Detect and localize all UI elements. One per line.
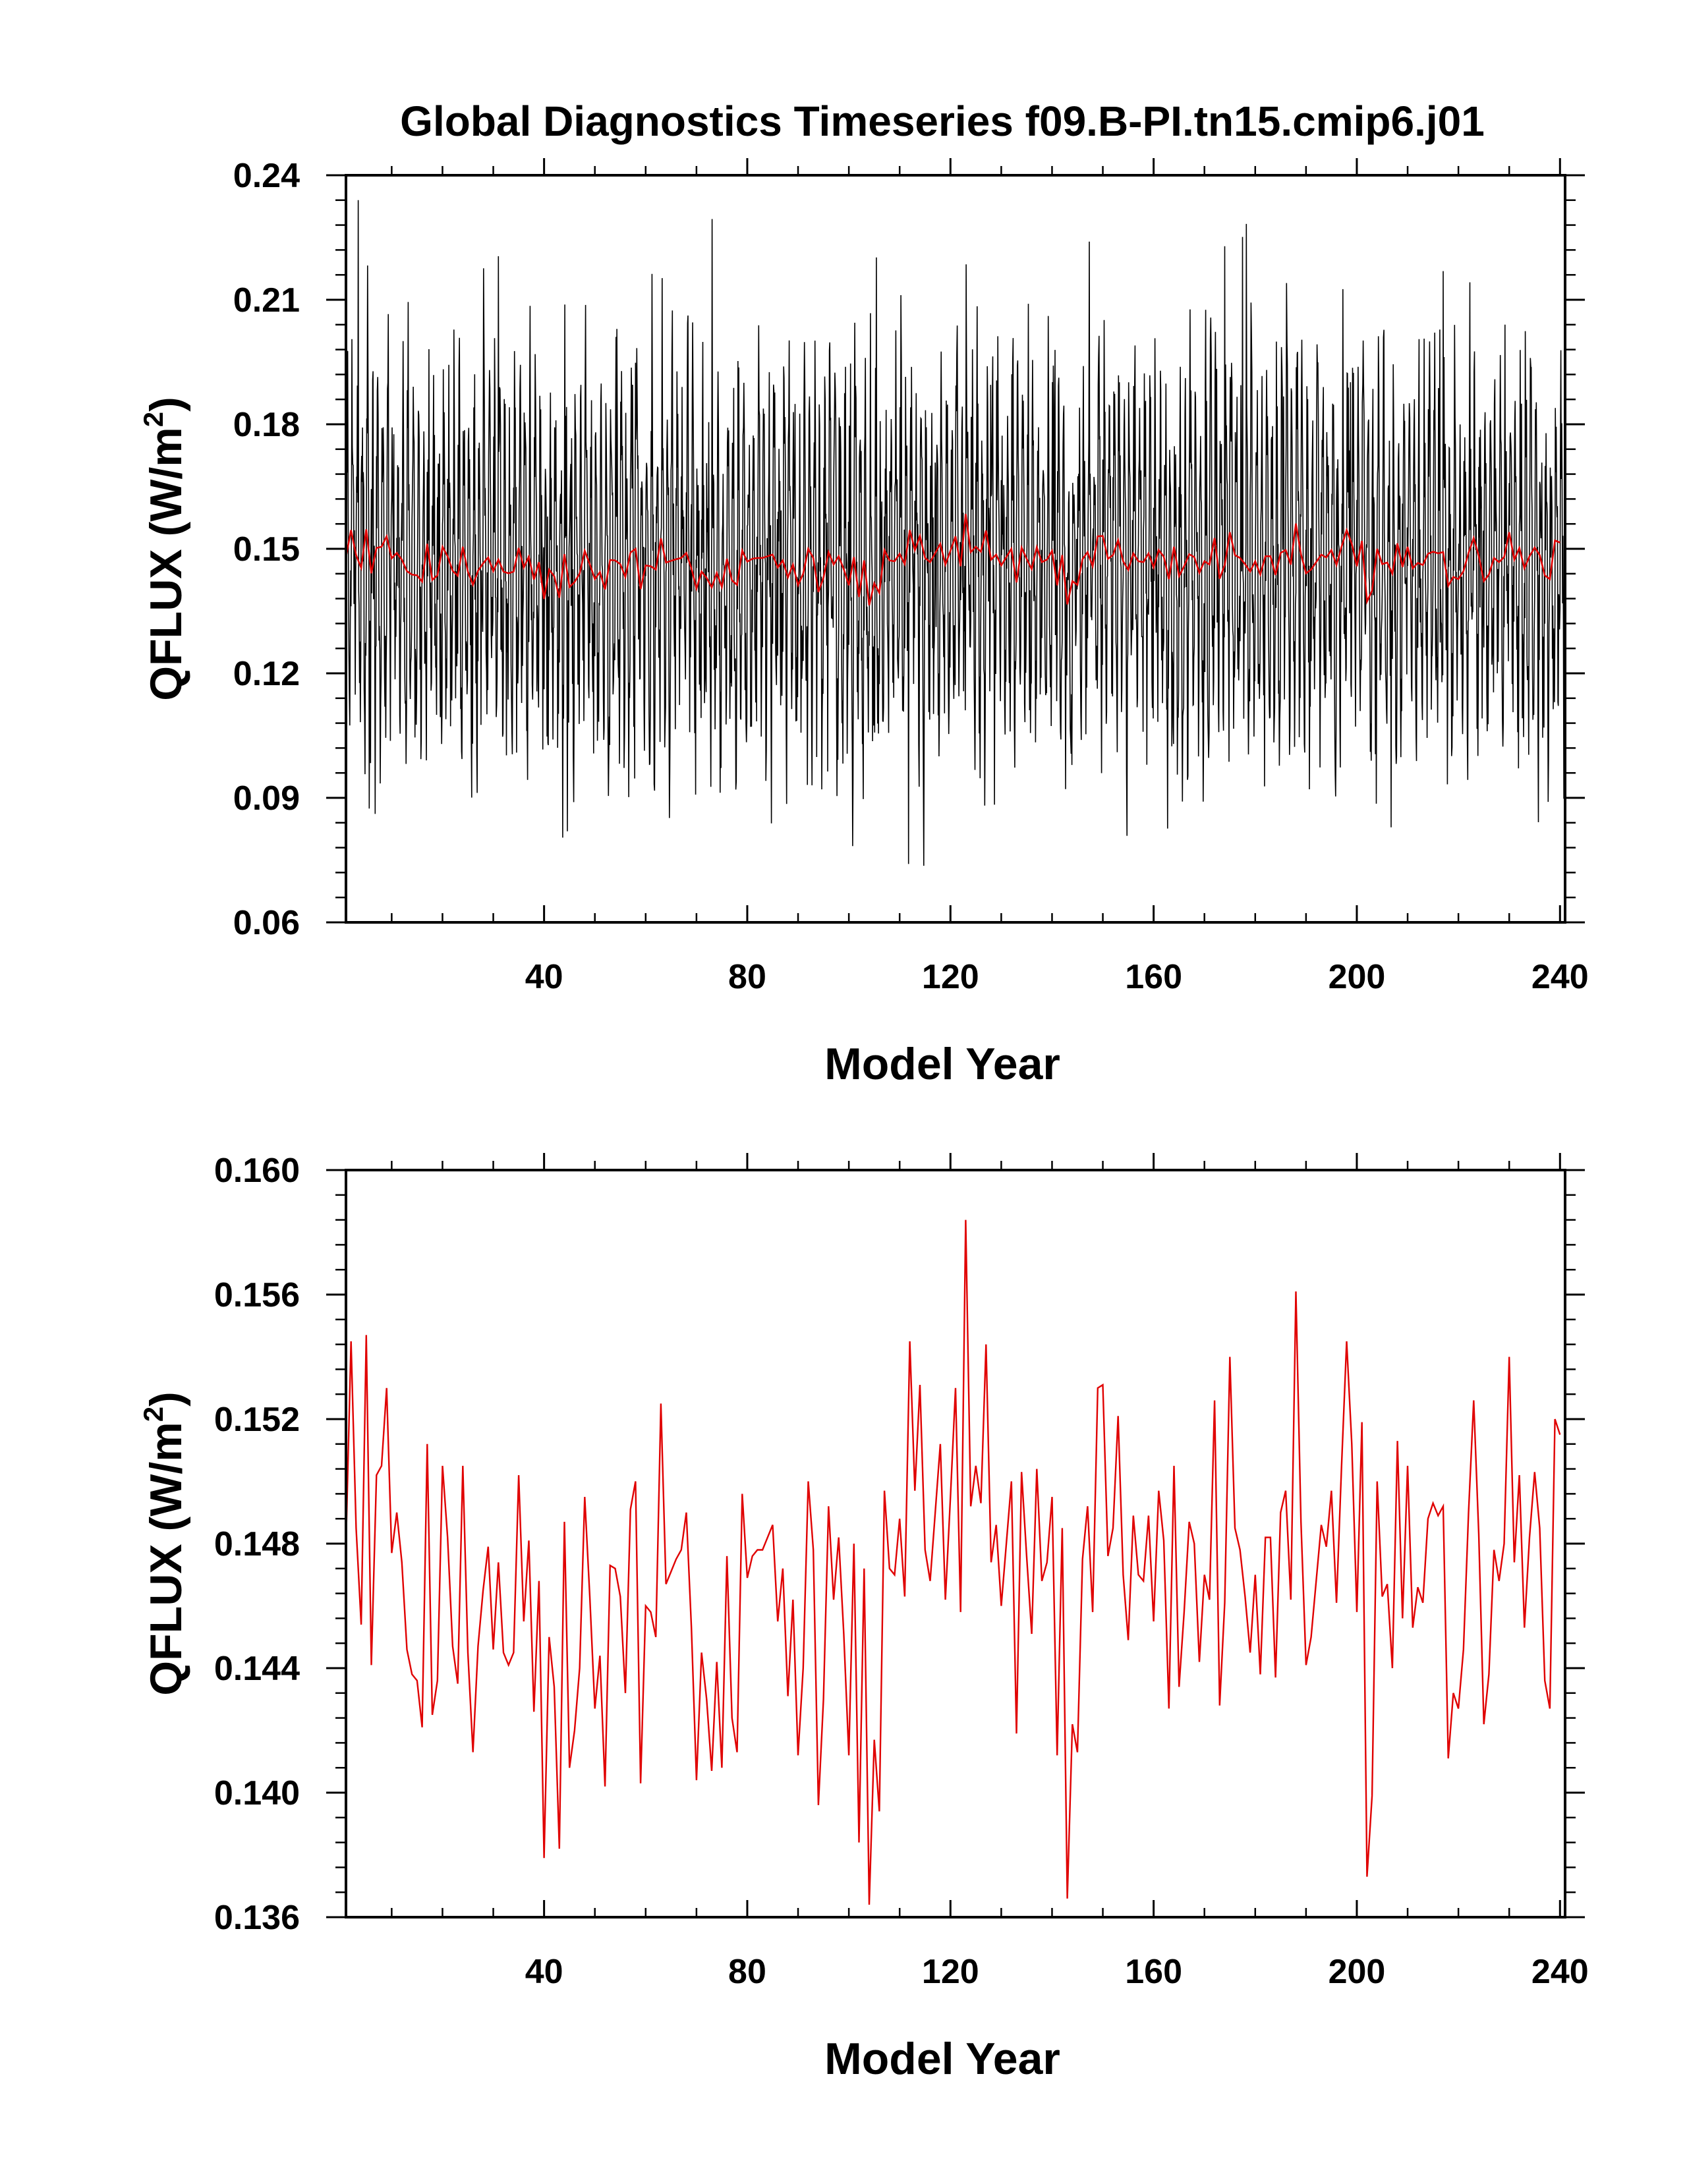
x-tick-label: 80	[728, 958, 766, 996]
y-tick-label: 0.18	[233, 406, 300, 444]
x-axis-title: Model Year	[824, 1039, 1060, 1089]
x-tick-label: 240	[1531, 958, 1589, 996]
y-tick-label: 0.144	[214, 1650, 300, 1688]
annual-mean-series-line	[346, 513, 1560, 605]
x-axis-title: Model Year	[824, 2034, 1060, 2084]
y-tick-label: 0.160	[214, 1152, 300, 1190]
x-tick-label: 160	[1125, 1953, 1182, 1991]
x-tick-label: 200	[1329, 1953, 1386, 1991]
x-tick-label: 120	[922, 958, 979, 996]
plot-area	[346, 200, 1565, 866]
y-tick-label: 0.24	[233, 157, 300, 195]
x-tick-label: 240	[1531, 1953, 1589, 1991]
y-axis-title-close: )	[141, 397, 191, 412]
bottom-panel: 40 80 120 160 200 240 0.136 0.140 0.144 0.148 0.15…	[138, 1152, 1589, 2084]
x-tick-label: 40	[525, 958, 563, 996]
y-axis-title-main: QFLUX (W/m	[141, 1422, 191, 1696]
x-tick-label: 200	[1329, 958, 1386, 996]
y-tick-label: 0.140	[214, 1774, 300, 1812]
y-tick-label: 0.136	[214, 1899, 300, 1937]
annual-mean-series-line	[346, 1219, 1561, 1905]
plot-area	[346, 1219, 1561, 1905]
y-axis-title-close: )	[141, 1391, 191, 1407]
y-tick-label: 0.09	[233, 779, 300, 818]
y-tick-label: 0.06	[233, 904, 300, 942]
y-axis-title: QFLUX (W/m2)	[138, 397, 191, 701]
y-tick-label: 0.12	[233, 655, 300, 693]
chart-title: Global Diagnostics Timeseries f09.B-PI.t…	[400, 98, 1485, 145]
y-axis-title-main: QFLUX (W/m	[141, 427, 191, 701]
y-axis-title: QFLUX (W/m2)	[138, 1391, 191, 1696]
y-tick-label: 0.152	[214, 1401, 300, 1439]
x-tick-label: 160	[1125, 958, 1182, 996]
x-tick-label: 40	[525, 1953, 563, 1991]
top-panel: 40 80 120 160 200 240 0.06 0.09 0.12 0.15 0.18 0.21…	[138, 157, 1589, 1089]
y-tick-label: 0.148	[214, 1525, 300, 1563]
x-tick-label: 120	[922, 1953, 979, 1991]
y-tick-label: 0.21	[233, 281, 300, 320]
monthly-series-line	[346, 200, 1565, 866]
y-tick-label: 0.15	[233, 530, 300, 569]
y-axis-title-superscript: 2	[138, 1407, 169, 1422]
y-tick-label: 0.156	[214, 1276, 300, 1314]
y-axis-title-superscript: 2	[138, 412, 169, 427]
x-tick-label: 80	[728, 1953, 766, 1991]
